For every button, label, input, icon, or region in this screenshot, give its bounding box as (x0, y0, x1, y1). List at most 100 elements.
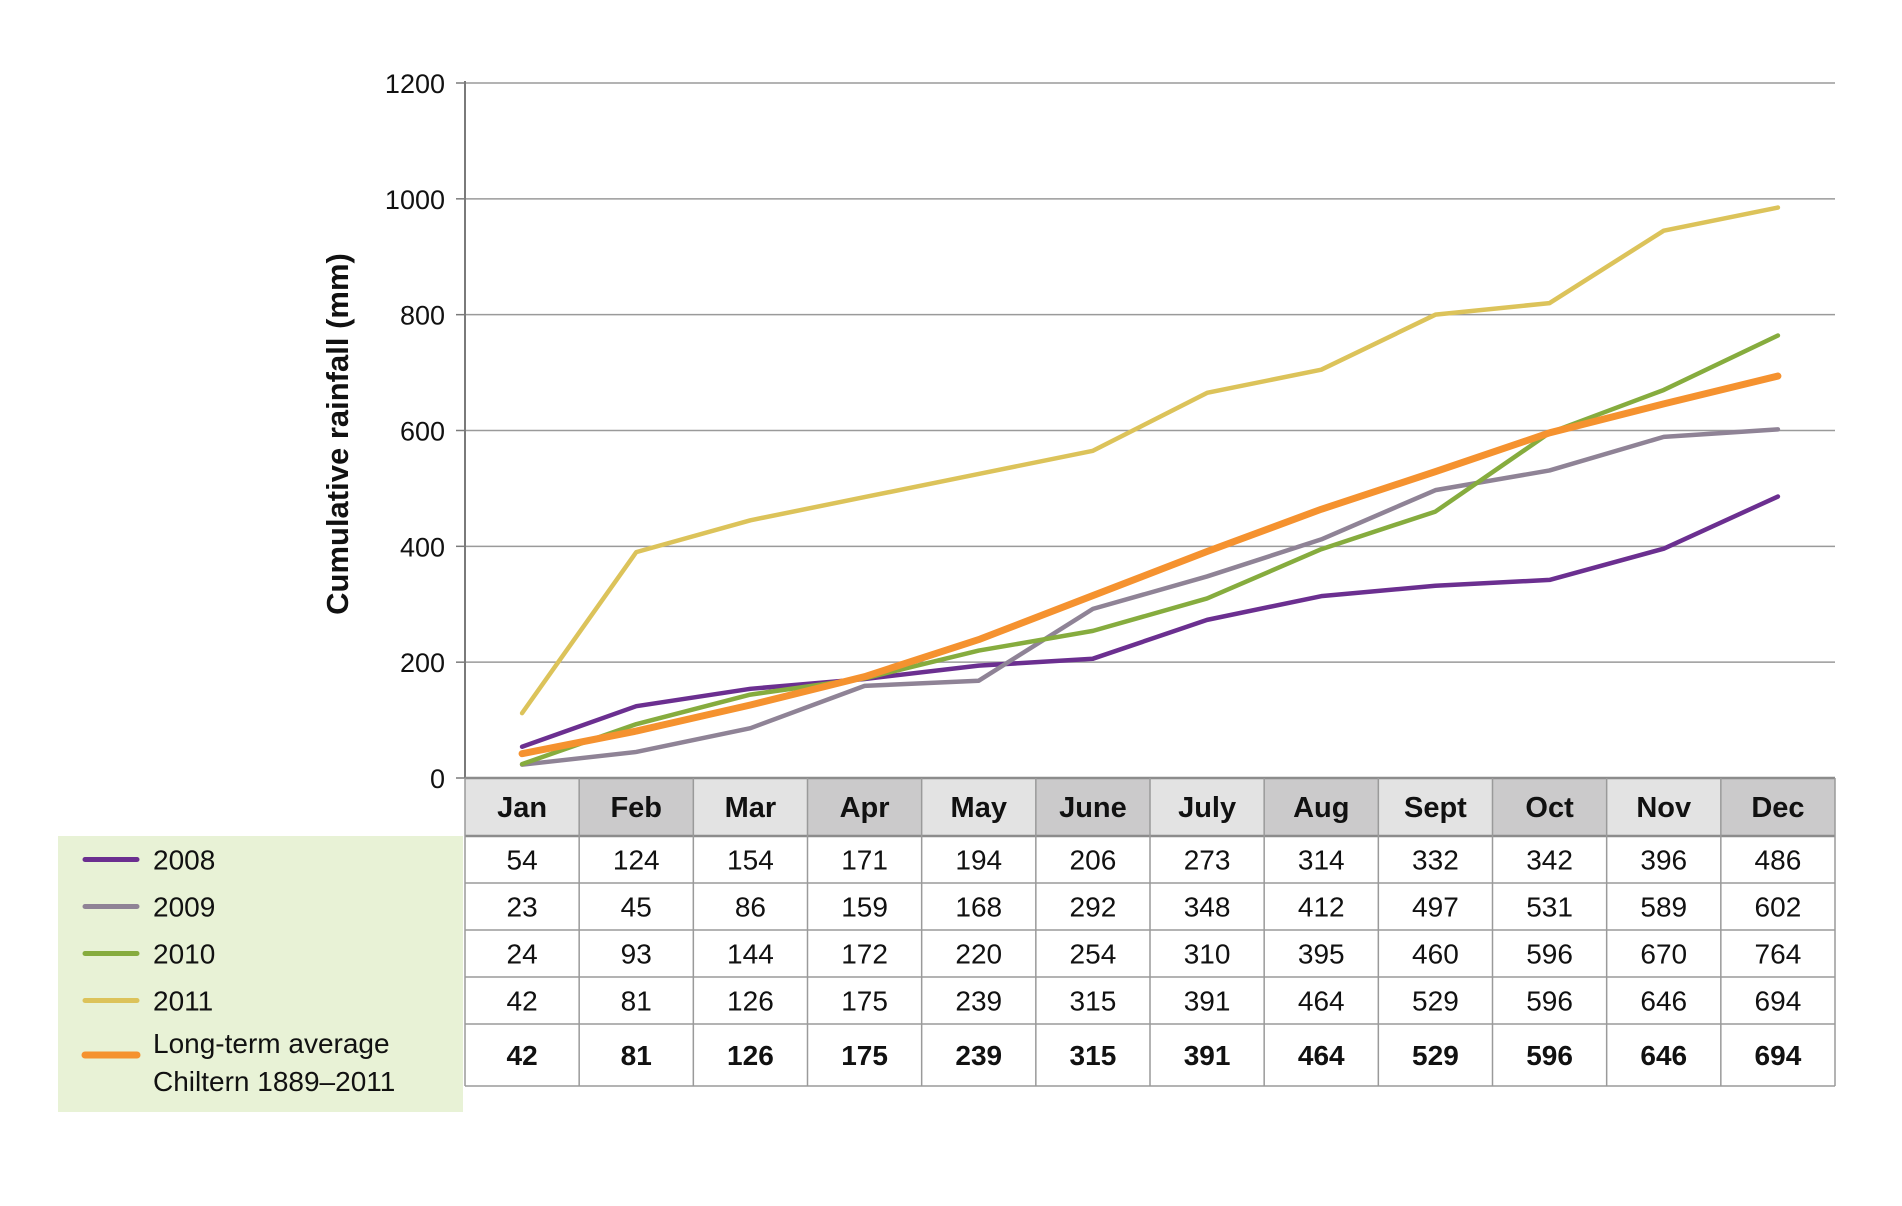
table-cell: 126 (727, 986, 774, 1017)
data-table: Jan Feb Mar Apr May June July Aug Sept Oct Nov Dec 5… (464, 776, 1836, 1087)
table-cell: 531 (1526, 892, 1573, 923)
y-axis: 0 200 400 600 800 1000 1200 (385, 69, 466, 794)
legend-label: Long-term average (153, 1028, 390, 1059)
table-cell: 764 (1755, 939, 1802, 970)
y-tick-label: 1000 (385, 185, 445, 215)
gridlines (465, 82, 1835, 663)
table-cell: 694 (1755, 1040, 1802, 1071)
table-cell: 646 (1640, 986, 1687, 1017)
legend-label: 2009 (153, 892, 215, 923)
table-cell: 314 (1298, 845, 1345, 876)
table-cell: 239 (955, 986, 1002, 1017)
legend-label: 2008 (153, 845, 215, 876)
month-header-label: Jan (497, 792, 547, 824)
table-cell: 486 (1755, 845, 1802, 876)
table-cell: 273 (1184, 845, 1231, 876)
table-cell: 206 (1070, 845, 1117, 876)
table-cell: 497 (1412, 892, 1459, 923)
table-cell: 391 (1184, 986, 1231, 1017)
table-cell: 81 (621, 1040, 652, 1071)
month-header-cell (1035, 778, 1150, 836)
month-header-label: Sept (1404, 792, 1467, 824)
month-header-cell (921, 778, 1036, 836)
legend: 2008 2009 2010 2011 Long-term average Chilter… (58, 836, 463, 1112)
y-tick-label: 1200 (385, 69, 445, 99)
table-cell: 124 (613, 845, 660, 876)
table-cell: 42 (507, 1040, 538, 1071)
month-header-cell (807, 778, 922, 836)
table-cell: 412 (1298, 892, 1345, 923)
table-cell: 395 (1298, 939, 1345, 970)
series-line (519, 205, 1781, 716)
table-cell: 172 (841, 939, 888, 970)
month-header-cell (1606, 778, 1721, 836)
month-header-cell (1492, 778, 1607, 836)
y-tick-label: 600 (400, 417, 445, 447)
table-cell: 391 (1184, 1040, 1231, 1071)
table-cell: 171 (841, 845, 888, 876)
table-cell: 596 (1526, 939, 1573, 970)
table-cell: 42 (507, 986, 538, 1017)
legend-label: 2010 (153, 939, 215, 970)
month-header-cell (693, 778, 808, 836)
month-header-label: Mar (725, 792, 777, 824)
y-tick-label: 400 (400, 532, 445, 562)
table-cell: 348 (1184, 892, 1231, 923)
month-header-label: Oct (1525, 792, 1574, 824)
month-header-cell (579, 778, 694, 836)
table-cell: 670 (1640, 939, 1687, 970)
table-cell: 589 (1640, 892, 1687, 923)
y-axis-label: Cumulative rainfall (mm) (320, 253, 355, 615)
table-cell: 396 (1640, 845, 1687, 876)
table-cell: 529 (1412, 986, 1459, 1017)
month-header-cell (1720, 778, 1835, 836)
table-cell: 239 (955, 1040, 1002, 1071)
month-header-label: Nov (1636, 792, 1691, 824)
series-line (519, 333, 1781, 767)
legend-label: Chiltern 1889–2011 (153, 1066, 395, 1097)
y-tick-label: 800 (400, 301, 445, 331)
table-cell: 315 (1070, 1040, 1117, 1071)
table-cell: 23 (507, 892, 538, 923)
table-cell: 315 (1070, 986, 1117, 1017)
table-cell: 646 (1640, 1040, 1687, 1071)
series-line (519, 494, 1781, 749)
legend-background (58, 836, 463, 1112)
table-cell: 54 (507, 845, 538, 876)
table-cell: 464 (1298, 1040, 1345, 1071)
table-cell: 175 (841, 1040, 888, 1071)
table-cell: 93 (621, 939, 652, 970)
table-cell: 45 (621, 892, 652, 923)
table-cell: 154 (727, 845, 774, 876)
table-cell: 81 (621, 986, 652, 1017)
month-header-cell (1264, 778, 1379, 836)
month-header-label: Dec (1751, 792, 1804, 824)
table-cell: 342 (1526, 845, 1573, 876)
month-header-label: July (1178, 792, 1236, 824)
table-cell: 310 (1184, 939, 1231, 970)
table-cell: 144 (727, 939, 774, 970)
y-tick-label: 200 (400, 648, 445, 678)
month-header-label: Feb (610, 792, 662, 824)
table-cell: 694 (1755, 986, 1802, 1017)
series-line (518, 372, 1782, 758)
table-cell: 24 (507, 939, 538, 970)
table-cell: 126 (727, 1040, 774, 1071)
legend-label: 2011 (153, 986, 213, 1017)
month-header-cell (1378, 778, 1493, 836)
table-cell: 168 (955, 892, 1002, 923)
table-cell: 292 (1070, 892, 1117, 923)
month-header-cell (1150, 778, 1265, 836)
month-header-label: Apr (840, 792, 890, 824)
month-header-label: June (1059, 792, 1127, 824)
table-cell: 460 (1412, 939, 1459, 970)
table-cell: 529 (1412, 1040, 1459, 1071)
table-cell: 332 (1412, 845, 1459, 876)
month-header-cell (465, 778, 580, 836)
table-cell: 159 (841, 892, 888, 923)
table-cell: 194 (955, 845, 1002, 876)
table-cell: 86 (735, 892, 766, 923)
month-header-label: May (951, 792, 1007, 824)
y-tick-label: 0 (430, 764, 445, 794)
